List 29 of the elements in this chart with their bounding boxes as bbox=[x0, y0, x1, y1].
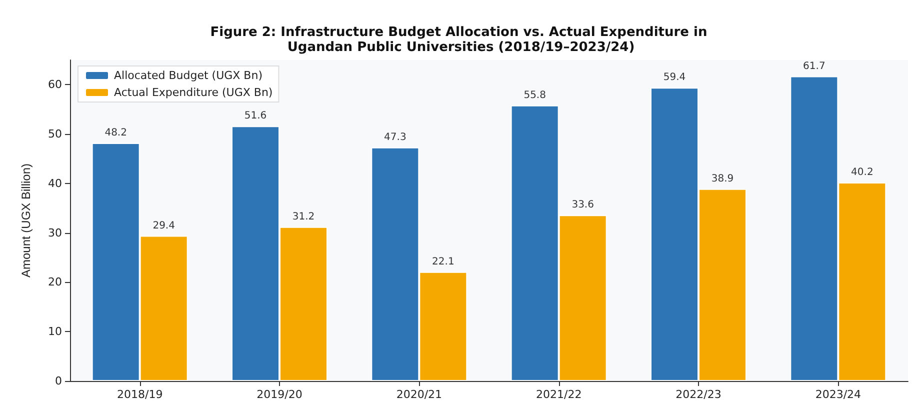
y-tick-label: 40 bbox=[48, 176, 62, 190]
y-tick-label: 10 bbox=[48, 325, 62, 338]
data-label: 31.2 bbox=[292, 211, 315, 222]
data-label: 40.2 bbox=[851, 166, 874, 178]
data-label: 59.4 bbox=[663, 72, 686, 84]
x-tick-label: 2019/20 bbox=[256, 388, 302, 401]
data-label: 51.6 bbox=[244, 110, 267, 122]
data-label: 61.7 bbox=[803, 60, 826, 72]
legend-label: Actual Expenditure (UGX Bn) bbox=[114, 86, 273, 99]
y-tick-label: 30 bbox=[48, 226, 62, 240]
data-label: 33.6 bbox=[572, 200, 594, 211]
y-tick-label: 60 bbox=[48, 78, 62, 92]
x-tick-label: 2018/19 bbox=[116, 388, 163, 401]
data-label: 47.3 bbox=[384, 132, 406, 143]
data-label: 48.2 bbox=[104, 127, 127, 138]
x-tick-label: 2021/22 bbox=[536, 388, 582, 401]
x-tick-label: 2023/24 bbox=[815, 388, 862, 401]
y-axis-title: Amount (UGX Billion) bbox=[19, 163, 33, 278]
x-tick-label: 2022/23 bbox=[676, 388, 722, 401]
data-label: 38.9 bbox=[711, 173, 734, 184]
legend-label: Allocated Budget (UGX Bn) bbox=[114, 69, 262, 82]
data-label: 29.4 bbox=[152, 220, 175, 232]
y-tick-label: 50 bbox=[48, 128, 62, 141]
data-label: 55.8 bbox=[524, 90, 546, 101]
data-label: 22.1 bbox=[432, 256, 454, 268]
chart-title: Figure 2: Infrastructure Budget Allocation vs. Actual Expenditure in Ugandan Public Universities (2018/19–2023/24) bbox=[210, 25, 712, 55]
y-tick-label: 0 bbox=[55, 374, 62, 388]
y-tick-label: 20 bbox=[48, 276, 62, 289]
x-tick-label: 2020/21 bbox=[396, 388, 442, 401]
